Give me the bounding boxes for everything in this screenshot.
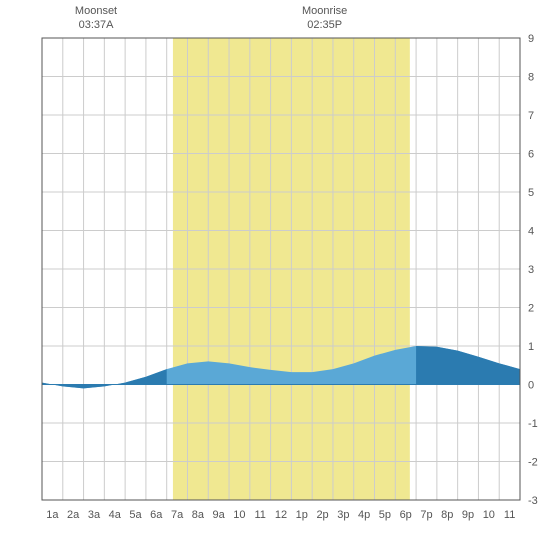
x-tick-label: 9p xyxy=(462,509,474,521)
x-tick-label: 10 xyxy=(233,509,245,521)
x-tick-label: 10 xyxy=(483,509,495,521)
y-tick-label: 6 xyxy=(528,149,534,161)
moonset-time: 03:37A xyxy=(66,18,126,32)
x-tick-label: 8p xyxy=(441,509,453,521)
y-tick-label: 8 xyxy=(528,72,534,84)
moonrise-time: 02:35P xyxy=(295,18,355,32)
x-tick-label: 11 xyxy=(504,509,515,521)
y-tick-label: -3 xyxy=(528,495,538,507)
x-tick-label: 1a xyxy=(46,509,59,521)
y-tick-label: 4 xyxy=(528,226,534,238)
moonrise-annotation: Moonrise02:35P xyxy=(295,4,355,33)
moonset-annotation: Moonset03:37A xyxy=(66,4,126,33)
x-tick-label: 4a xyxy=(109,509,122,521)
y-tick-label: 5 xyxy=(528,187,534,199)
chart-svg: -3-2-101234567891a2a3a4a5a6a7a8a9a101112… xyxy=(0,0,550,550)
y-tick-label: -1 xyxy=(528,418,538,430)
x-tick-label: 5a xyxy=(129,509,142,521)
x-tick-label: 4p xyxy=(358,509,370,521)
y-tick-label: 7 xyxy=(528,110,534,122)
moonset-title: Moonset xyxy=(66,4,126,18)
y-tick-label: -2 xyxy=(528,457,538,469)
x-tick-label: 8a xyxy=(192,509,205,521)
y-tick-label: 9 xyxy=(528,33,534,45)
tide-chart: -3-2-101234567891a2a3a4a5a6a7a8a9a101112… xyxy=(0,0,550,550)
x-tick-label: 3a xyxy=(88,509,101,521)
y-tick-label: 3 xyxy=(528,264,534,276)
x-tick-label: 9a xyxy=(213,509,226,521)
x-tick-label: 3p xyxy=(337,509,349,521)
tide-area-night-right xyxy=(416,346,520,385)
x-tick-label: 7a xyxy=(171,509,184,521)
x-tick-label: 11 xyxy=(255,509,266,521)
x-tick-label: 5p xyxy=(379,509,391,521)
x-tick-label: 2p xyxy=(316,509,328,521)
x-tick-label: 6a xyxy=(150,509,163,521)
x-tick-label: 6p xyxy=(400,509,412,521)
x-tick-label: 1p xyxy=(296,509,308,521)
x-tick-label: 12 xyxy=(275,509,287,521)
x-tick-label: 7p xyxy=(420,509,432,521)
y-tick-label: 2 xyxy=(528,303,534,315)
y-tick-label: 1 xyxy=(528,341,534,353)
x-tick-label: 2a xyxy=(67,509,80,521)
y-tick-label: 0 xyxy=(528,380,534,392)
moonrise-title: Moonrise xyxy=(295,4,355,18)
